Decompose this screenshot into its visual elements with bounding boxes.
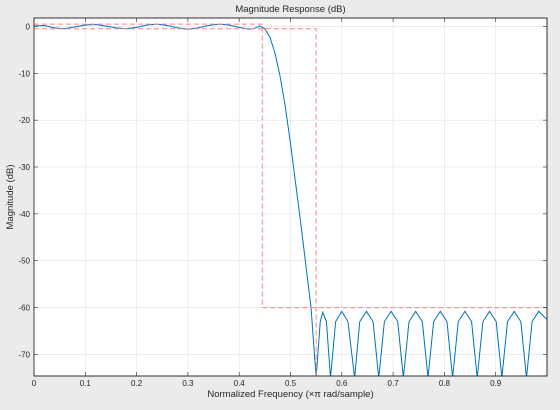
spec-mask-line bbox=[34, 23, 547, 309]
x-tick-label: 0.4 bbox=[234, 379, 246, 388]
y-tick-label: -10 bbox=[18, 69, 30, 78]
series-layer bbox=[34, 23, 547, 376]
x-axis-label: Normalized Frequency (×π rad/sample) bbox=[207, 389, 373, 400]
spec-mask-line bbox=[34, 28, 317, 376]
x-tick-label: 0.9 bbox=[490, 379, 502, 388]
x-tick-label: 0.3 bbox=[182, 379, 194, 388]
y-tick-label: 0 bbox=[26, 22, 31, 31]
x-tick-label: 0.1 bbox=[80, 379, 92, 388]
y-tick-label: -30 bbox=[18, 163, 30, 172]
x-tick-label: 0.7 bbox=[388, 379, 400, 388]
x-tick-label: 0.5 bbox=[285, 379, 297, 388]
tick-layer: 0 0.1 0.2 0.3 0.4 0.5 0.6 0.7 0.8 0.9 0 -10 -20 -30 -4… bbox=[18, 18, 547, 388]
x-tick-label: 0.2 bbox=[131, 379, 143, 388]
plot-border bbox=[33, 17, 548, 377]
x-tick-label: 0.8 bbox=[439, 379, 451, 388]
x-tick-label: 0.6 bbox=[336, 379, 348, 388]
magnitude-response-line bbox=[34, 23, 547, 376]
y-tick-label: -40 bbox=[18, 210, 30, 219]
x-tick-label: 0 bbox=[32, 379, 37, 388]
y-tick-label: -20 bbox=[18, 116, 30, 125]
y-tick-label: -50 bbox=[18, 257, 30, 266]
y-tick-label: -60 bbox=[18, 304, 30, 313]
y-axis-label: Magnitude (dB) bbox=[5, 165, 16, 230]
y-tick-label: -70 bbox=[18, 350, 30, 359]
chart-title: Magnitude Response (dB) bbox=[235, 4, 345, 15]
